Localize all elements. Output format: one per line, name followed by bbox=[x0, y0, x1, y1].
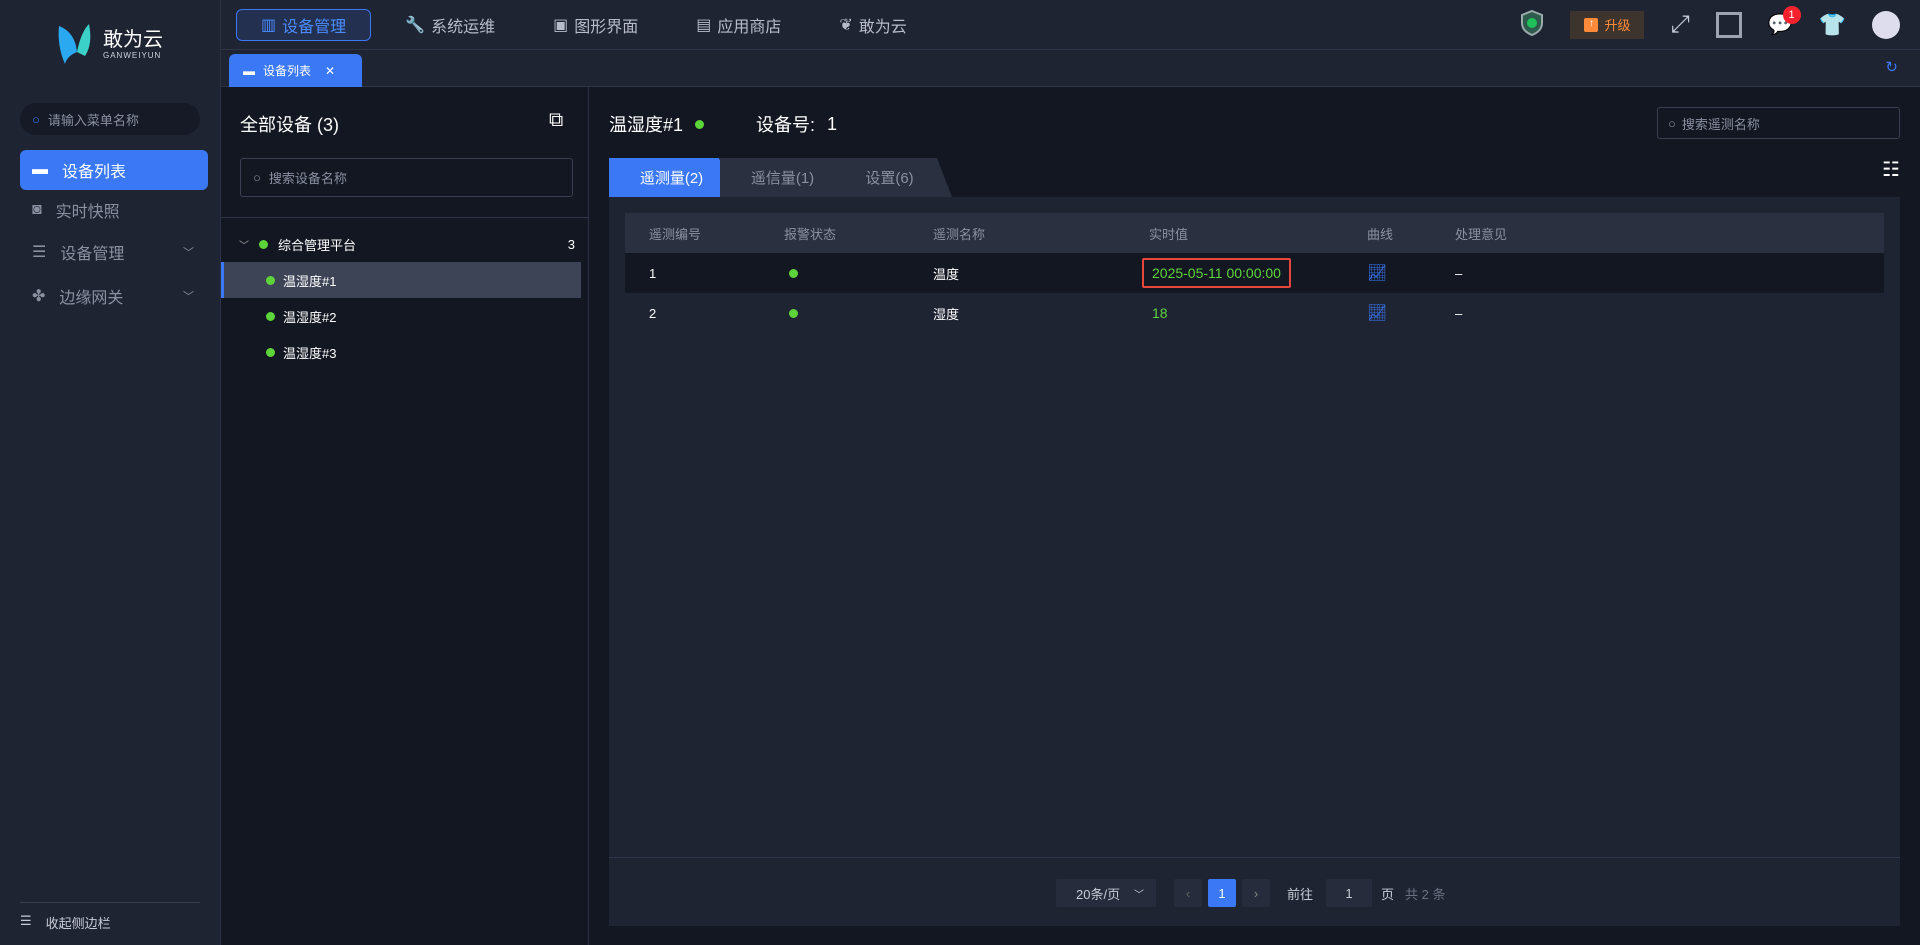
nav-system-ops[interactable]: 🔧 系统运维 bbox=[405, 16, 496, 36]
table-row: 1 温度 2025-05-11 00:00:00 📈︎ – bbox=[625, 253, 1884, 293]
top-nav: ▥ 设备管理 🔧 系统运维 ▣ 图形界面 ▤ 应用商店 ❦ 敢为云 ↑ 升级 ⤢ 💬 1 👕 bbox=[221, 0, 1920, 50]
device-search-input[interactable]: ○ 搜索设备名称 bbox=[240, 158, 573, 197]
tab-device-list[interactable]: ▬ 设备列表 ✕ bbox=[229, 54, 362, 87]
chart-line-icon[interactable]: 📈︎ bbox=[1367, 265, 1388, 282]
table-row: 2 湿度 18 📈︎ – bbox=[649, 305, 1463, 322]
realtime-value: 2025-05-11 00:00:00 bbox=[1142, 258, 1291, 288]
sidebar-item-edge-gateway[interactable]: ✤ 边缘网关 ﹀ bbox=[32, 288, 194, 307]
status-dot bbox=[695, 119, 705, 129]
server-icon: ☰ bbox=[32, 244, 47, 261]
table-header: 遥测编号 报警状态 遥测名称 实时值 曲线 处理意见 bbox=[625, 213, 1884, 253]
device-tree-panel: 全部设备 (3) ⧉ ○ 搜索设备名称 ﹀ 综合管理平台 3 温湿度#1 温湿度#2 … bbox=[221, 87, 589, 945]
nav-app-store[interactable]: ▤ 应用商店 bbox=[696, 16, 782, 36]
camera-icon: ◙ bbox=[32, 201, 42, 218]
screen-frame-icon[interactable] bbox=[1715, 11, 1742, 38]
theme-shirt-icon[interactable]: 👕 bbox=[1818, 11, 1846, 37]
telemetry-table-panel: 遥测编号 报警状态 遥测名称 实时值 曲线 处理意见 1 温度 2025-05-… bbox=[609, 197, 1900, 926]
message-icon[interactable]: 💬 1 bbox=[1768, 6, 1801, 37]
fullscreen-icon[interactable]: ⤢ bbox=[1670, 10, 1690, 38]
butterfly-icon: ❦ bbox=[839, 16, 853, 34]
notification-badge: 1 bbox=[1782, 6, 1801, 24]
chevron-down-icon: ﹀ bbox=[183, 247, 194, 259]
collapse-sidebar-button[interactable]: ☰ 收起侧边栏 bbox=[20, 902, 200, 932]
tree-item[interactable]: 温湿度#3 bbox=[221, 334, 581, 370]
tab-telemetry[interactable]: 遥测量(2) bbox=[609, 158, 734, 197]
butterfly-logo-icon bbox=[58, 24, 91, 64]
sidebar-item-device-management[interactable]: ☰ 设备管理 ﹀ bbox=[32, 244, 194, 263]
alarm-status-dot bbox=[789, 308, 798, 318]
telemetry-search-input[interactable]: ○ 搜索遥测名称 bbox=[1657, 107, 1900, 139]
page-1-button[interactable]: 1 bbox=[1208, 879, 1236, 907]
tab-telesignal[interactable]: 遥信量(1) bbox=[720, 158, 845, 197]
sliders-icon[interactable]: ☷ bbox=[1882, 159, 1900, 181]
monitor-icon: ▬ bbox=[243, 63, 255, 78]
status-dot bbox=[259, 239, 268, 249]
avatar[interactable] bbox=[1872, 10, 1900, 39]
next-page-button[interactable]: › bbox=[1242, 879, 1270, 907]
tree-group[interactable]: ﹀ 综合管理平台 3 bbox=[239, 236, 575, 253]
close-icon[interactable]: ✕ bbox=[325, 63, 336, 78]
tree-item[interactable]: 温湿度#2 bbox=[221, 298, 581, 334]
chart-line-icon[interactable]: 📈︎ bbox=[1367, 305, 1388, 322]
external-link-icon[interactable]: ⧉ bbox=[549, 109, 564, 131]
search-icon: ○ bbox=[32, 111, 40, 127]
chevron-down-icon: ﹀ bbox=[239, 240, 249, 252]
tab-settings[interactable]: 设置(6) bbox=[827, 158, 952, 197]
goto-page-input[interactable]: 1 bbox=[1326, 879, 1372, 907]
store-icon: ▤ bbox=[696, 16, 712, 34]
sidebar: 敢为云 GANWEIYUN ○ 请输入菜单名称 ▬ 设备列表 ◙ 实时快照 ☰ 设备管理 ﹀… bbox=[0, 0, 221, 945]
chevron-down-icon: ﹀ bbox=[1134, 889, 1144, 901]
upgrade-icon: ↑ bbox=[1584, 17, 1599, 32]
pagination: 20条/页 ﹀ ‹ 1 › 前往 1 页 共 2 条 bbox=[609, 857, 1900, 926]
search-icon: ○ bbox=[1668, 115, 1676, 131]
tree-item[interactable]: 温湿度#1 bbox=[221, 262, 581, 298]
shield-icon[interactable] bbox=[1520, 9, 1544, 40]
nav-ganweiyun[interactable]: ❦ 敢为云 bbox=[839, 16, 907, 36]
sidebar-item-device-list[interactable]: ▬ 设备列表 bbox=[20, 150, 208, 190]
tab-bar: ▬ 设备列表 ✕ ↻ bbox=[221, 50, 1920, 87]
upgrade-button[interactable]: ↑ 升级 bbox=[1570, 10, 1645, 39]
alarm-status-dot bbox=[789, 268, 798, 278]
divider bbox=[221, 217, 589, 218]
nav-device-management[interactable]: ▥ 设备管理 bbox=[236, 8, 372, 41]
status-dot bbox=[266, 347, 275, 357]
logo: 敢为云 GANWEIYUN bbox=[55, 22, 163, 66]
search-icon: ○ bbox=[253, 170, 261, 185]
device-panel-title: 全部设备 (3) bbox=[240, 115, 339, 135]
monitor-icon: ▬ bbox=[32, 161, 48, 178]
status-dot bbox=[266, 275, 275, 285]
page-size-select[interactable]: 20条/页 ﹀ bbox=[1056, 879, 1156, 907]
device-header: 温湿度#1 设备号: 1 bbox=[609, 113, 838, 136]
display-icon: ▣ bbox=[553, 16, 569, 34]
device-icon: ▥ bbox=[261, 16, 277, 34]
chevron-down-icon: ﹀ bbox=[183, 291, 194, 303]
refresh-icon[interactable]: ↻ bbox=[1885, 59, 1898, 76]
wrench-icon: 🔧 bbox=[405, 16, 426, 34]
nav-graphics[interactable]: ▣ 图形界面 bbox=[553, 16, 639, 36]
gateway-icon: ✤ bbox=[32, 288, 46, 305]
menu-search-input[interactable]: ○ 请输入菜单名称 bbox=[20, 103, 200, 135]
sidebar-item-snapshot[interactable]: ◙ 实时快照 bbox=[32, 201, 120, 221]
realtime-value: 18 bbox=[1152, 305, 1168, 321]
main-content: 温湿度#1 设备号: 1 ○ 搜索遥测名称 遥测量(2) 遥信量(1) 设置(6) ☷… bbox=[589, 87, 1920, 945]
prev-page-button[interactable]: ‹ bbox=[1174, 879, 1202, 907]
status-dot bbox=[266, 311, 275, 321]
collapse-icon: ☰ bbox=[20, 913, 32, 928]
